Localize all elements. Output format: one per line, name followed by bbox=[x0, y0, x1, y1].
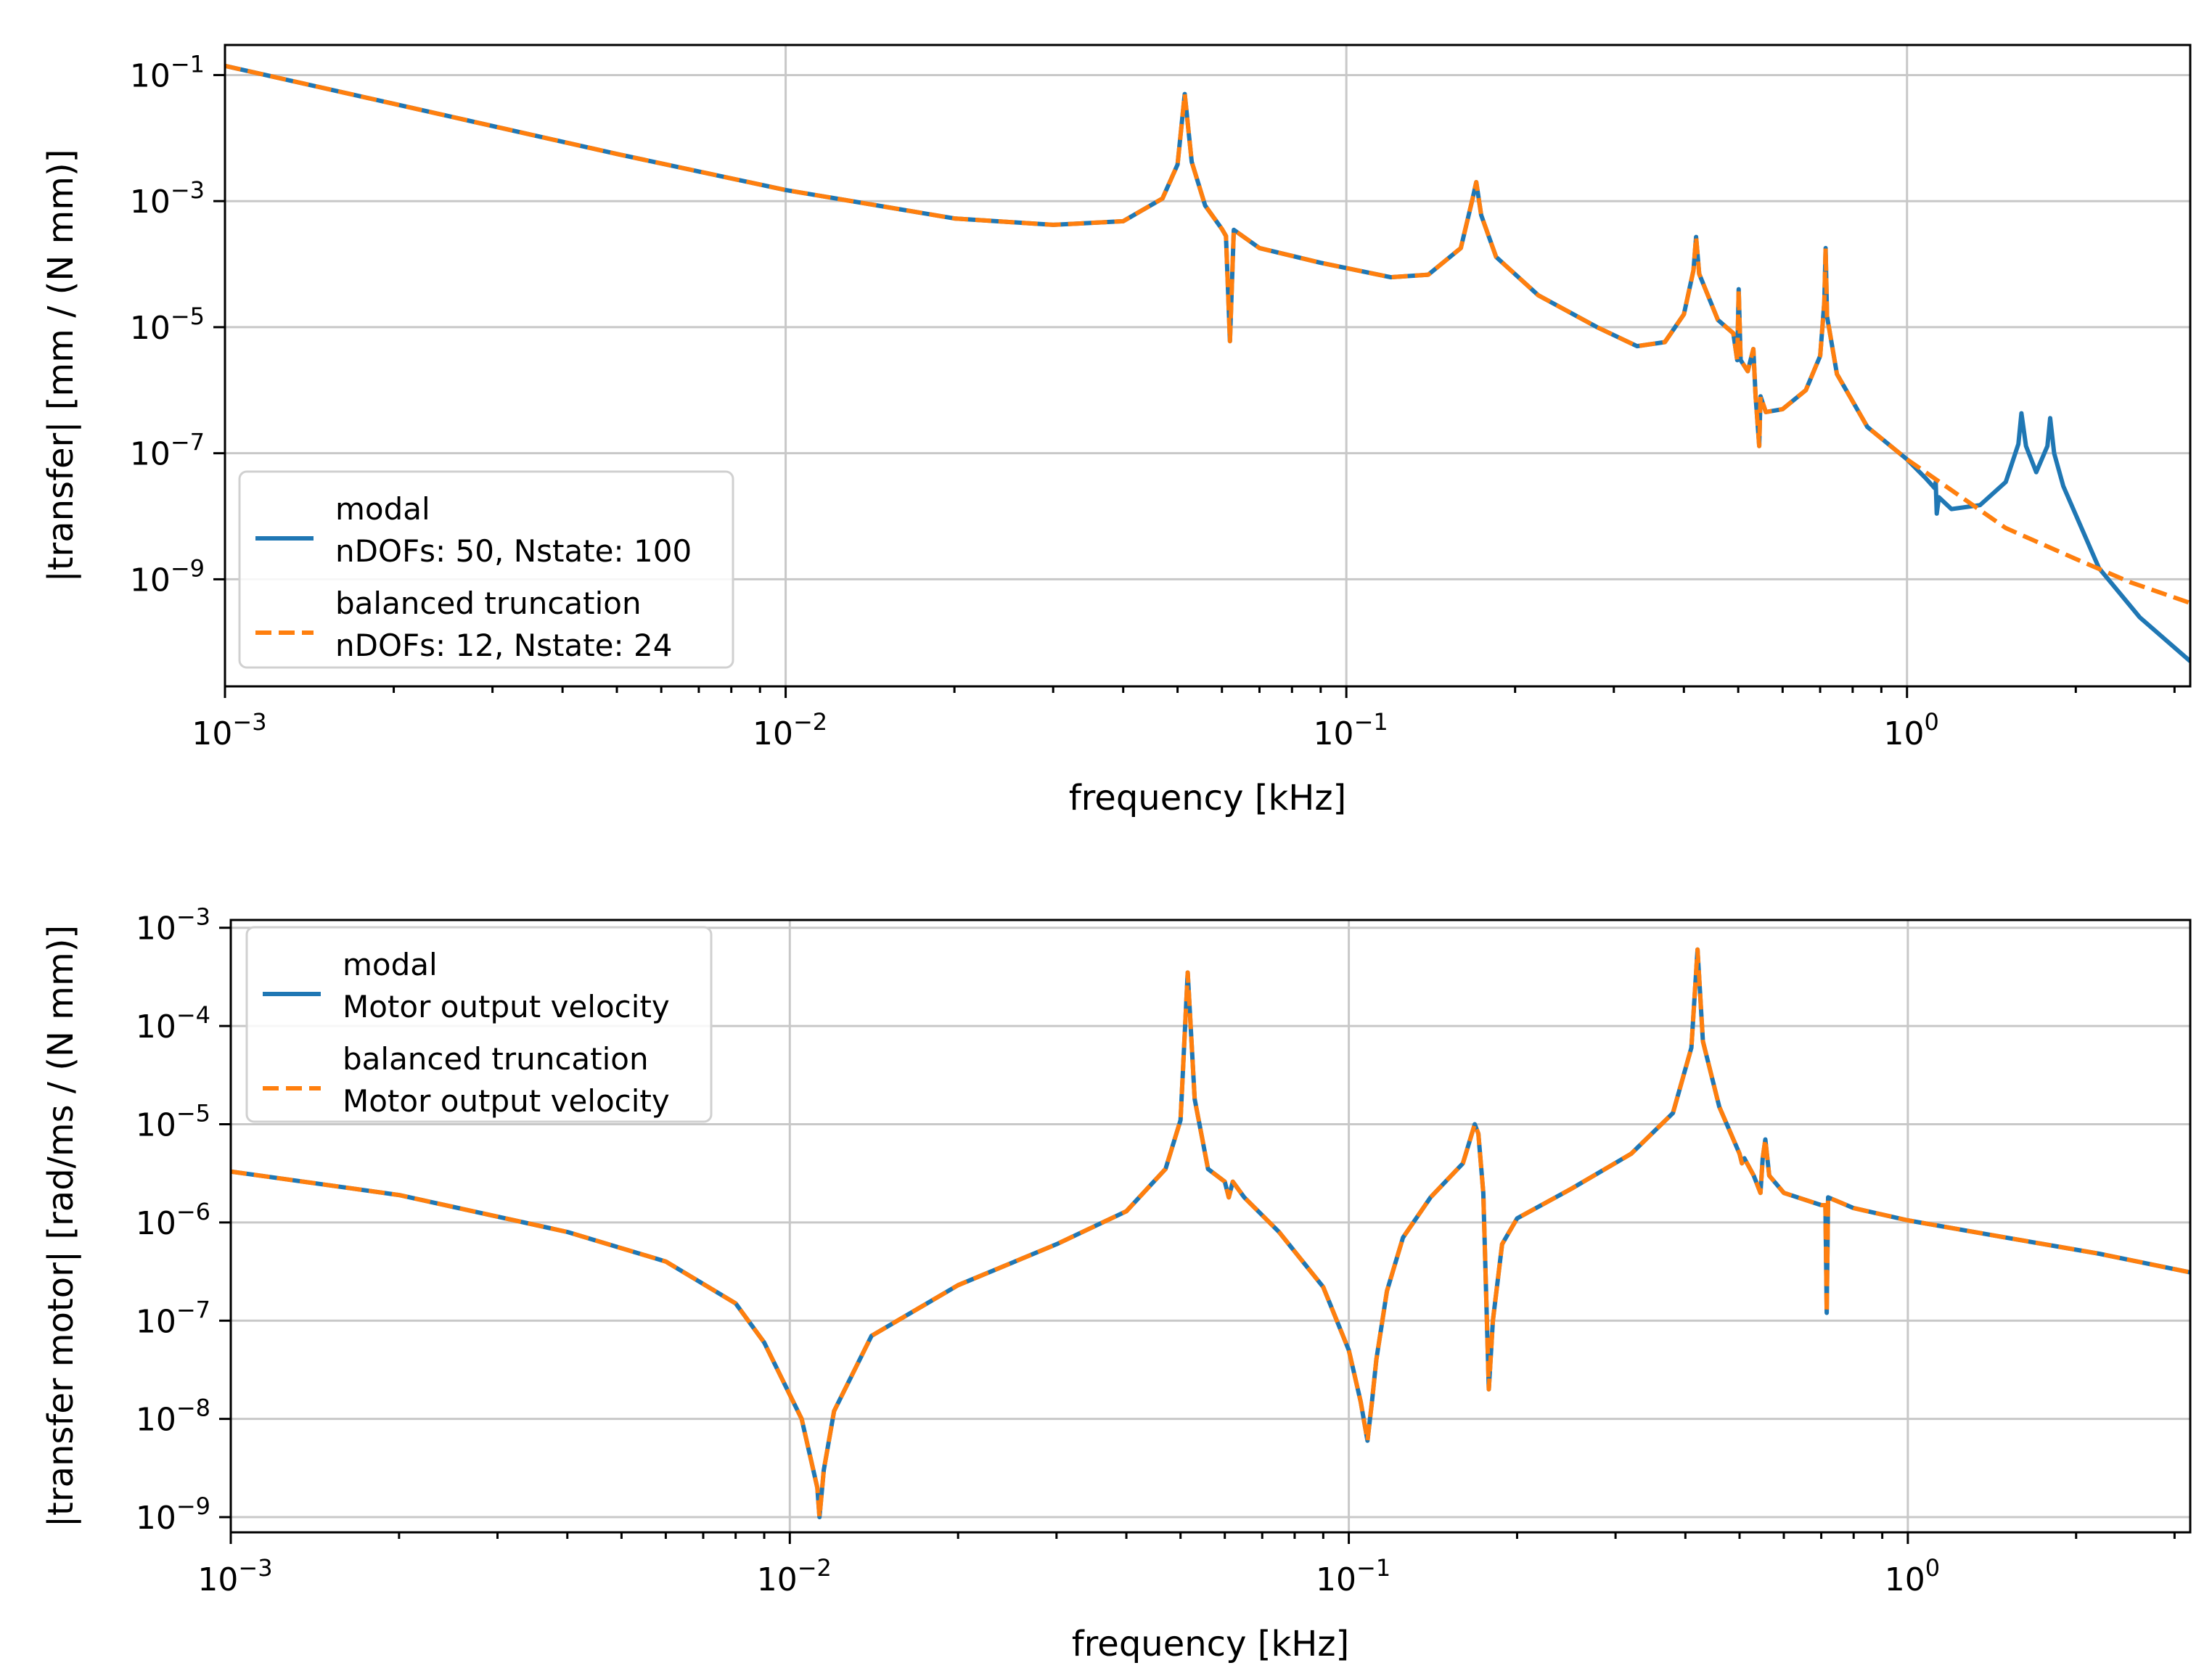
x-tick-label-base: 10 bbox=[1314, 715, 1354, 752]
y-tick-label-exponent: −9 bbox=[176, 1492, 210, 1520]
y-tick-label-exponent: −4 bbox=[176, 1001, 210, 1029]
y-tick-label: 10−6 bbox=[136, 1198, 210, 1242]
x-tick-label: 10−2 bbox=[753, 708, 827, 752]
x-tick-label: 10−1 bbox=[1316, 1554, 1390, 1598]
y-tick-label-base: 10 bbox=[136, 911, 176, 948]
x-axis-label: frequency [kHz] bbox=[1069, 778, 1347, 818]
x-tick-label-exponent: 0 bbox=[1925, 708, 1939, 736]
axes-frame bbox=[229, 919, 2192, 1534]
x-tick-label-base: 10 bbox=[197, 1561, 238, 1598]
y-tick-label-exponent: −9 bbox=[171, 554, 205, 582]
axes-frame bbox=[224, 44, 2192, 688]
bottom-chart: 10−3 10−2 10−1 10010−310−410−510−610−710−81… bbox=[41, 903, 2192, 1664]
x-tick-label-base: 10 bbox=[1884, 715, 1925, 752]
x-tick-label-base: 10 bbox=[1885, 1561, 1925, 1598]
x-tick-label-exponent: −2 bbox=[798, 1554, 832, 1582]
y-tick-label: 10−5 bbox=[130, 303, 205, 347]
x-tick-label-base: 10 bbox=[1316, 1561, 1356, 1598]
legend: modal Motor output velocity balanced trunc… bbox=[245, 926, 713, 1123]
y-tick-label: 10−7 bbox=[136, 1296, 210, 1340]
y-tick-label: 10−9 bbox=[136, 1492, 210, 1537]
y-tick-label-exponent: −5 bbox=[176, 1099, 210, 1127]
x-tick-label-base: 10 bbox=[753, 715, 793, 752]
grid bbox=[225, 45, 2190, 686]
y-tick-label-exponent: −7 bbox=[176, 1296, 210, 1323]
ticks bbox=[213, 73, 2176, 698]
series-line-modal bbox=[231, 947, 2190, 1519]
legend-label: nDOFs: 12, Nstate: 24 bbox=[335, 628, 672, 663]
y-tick-label-base: 10 bbox=[130, 184, 171, 221]
x-tick-label-exponent: −1 bbox=[1356, 1554, 1390, 1582]
ticks bbox=[219, 927, 2176, 1544]
legend-label: balanced truncation bbox=[335, 586, 642, 621]
y-tick-label-exponent: −5 bbox=[171, 303, 205, 330]
x-tick-label-base: 10 bbox=[192, 715, 232, 752]
y-tick-label-base: 10 bbox=[136, 1402, 176, 1439]
x-axis-label: frequency [kHz] bbox=[1072, 1624, 1350, 1664]
x-tick-label-exponent: −2 bbox=[793, 708, 827, 736]
y-tick-label-base: 10 bbox=[130, 57, 171, 94]
x-tick-label-base: 10 bbox=[757, 1561, 798, 1598]
x-tick-label: 10−3 bbox=[192, 708, 266, 752]
y-axis-label: |transfer motor| [rad/ms / (N mm)] bbox=[41, 925, 81, 1527]
legend-box bbox=[238, 470, 734, 669]
legend-box bbox=[245, 926, 713, 1123]
y-tick-label-exponent: −6 bbox=[176, 1198, 210, 1225]
y-tick-label: 10−1 bbox=[130, 50, 205, 94]
y-tick-label: 10−5 bbox=[136, 1099, 210, 1143]
x-tick-label: 10−3 bbox=[197, 1554, 272, 1598]
y-tick-label: 10−3 bbox=[136, 903, 210, 948]
y-tick-label-exponent: −7 bbox=[171, 429, 205, 456]
legend-label: modal bbox=[335, 491, 430, 527]
legend-label: Motor output velocity bbox=[343, 1083, 670, 1119]
legend: modal nDOFs: 50, Nstate: 100 balanced trun… bbox=[238, 470, 734, 669]
y-tick-label: 10−9 bbox=[130, 554, 205, 599]
y-tick-label-base: 10 bbox=[130, 310, 171, 347]
series-line-balanced-truncation bbox=[225, 63, 2190, 605]
y-tick-label: 10−3 bbox=[130, 176, 205, 221]
x-tick-label: 10−2 bbox=[757, 1554, 832, 1598]
y-tick-label-base: 10 bbox=[130, 436, 171, 473]
top-chart: 10−3 10−2 10−1 10010−110−310−510−710−9frequ… bbox=[41, 44, 2192, 818]
series-group bbox=[225, 63, 2190, 663]
y-tick-label-base: 10 bbox=[136, 1500, 176, 1537]
x-tick-label-exponent: −3 bbox=[232, 708, 266, 736]
y-tick-label-base: 10 bbox=[136, 1303, 176, 1340]
legend-label: nDOFs: 50, Nstate: 100 bbox=[335, 533, 692, 569]
y-axis-label: |transfer| [mm / (N mm)] bbox=[41, 149, 81, 583]
y-tick-label-base: 10 bbox=[130, 562, 171, 599]
y-tick-label-exponent: −1 bbox=[171, 50, 205, 78]
y-tick-label-base: 10 bbox=[136, 1009, 176, 1046]
y-tick-label-base: 10 bbox=[136, 1205, 176, 1242]
x-tick-label-exponent: −3 bbox=[238, 1554, 272, 1582]
y-tick-label-exponent: −3 bbox=[176, 903, 210, 931]
x-tick-label-exponent: −1 bbox=[1354, 708, 1388, 736]
x-tick-label-exponent: 0 bbox=[1925, 1554, 1940, 1582]
y-tick-label: 10−7 bbox=[130, 429, 205, 473]
legend-label: modal bbox=[343, 947, 438, 982]
y-tick-label: 10−4 bbox=[136, 1001, 210, 1046]
x-tick-label: 100 bbox=[1885, 1554, 1940, 1598]
y-tick-label-exponent: −8 bbox=[176, 1394, 210, 1422]
y-tick-label-exponent: −3 bbox=[171, 176, 205, 204]
x-tick-label: 10−1 bbox=[1314, 708, 1388, 752]
y-tick-label-base: 10 bbox=[136, 1106, 176, 1143]
y-tick-label: 10−8 bbox=[136, 1394, 210, 1439]
legend-label: balanced truncation bbox=[343, 1041, 649, 1077]
legend-label: Motor output velocity bbox=[343, 989, 670, 1024]
series-group bbox=[231, 947, 2190, 1519]
x-tick-label: 100 bbox=[1884, 708, 1939, 752]
